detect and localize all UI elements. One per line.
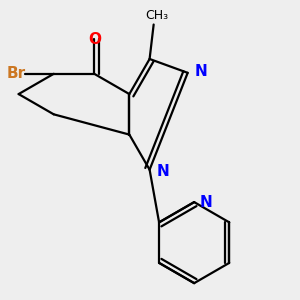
Text: O: O [88,32,101,47]
Text: N: N [195,64,208,79]
Text: N: N [157,164,169,178]
Text: Br: Br [6,66,26,81]
Text: CH₃: CH₃ [145,9,168,22]
Text: N: N [200,195,213,210]
